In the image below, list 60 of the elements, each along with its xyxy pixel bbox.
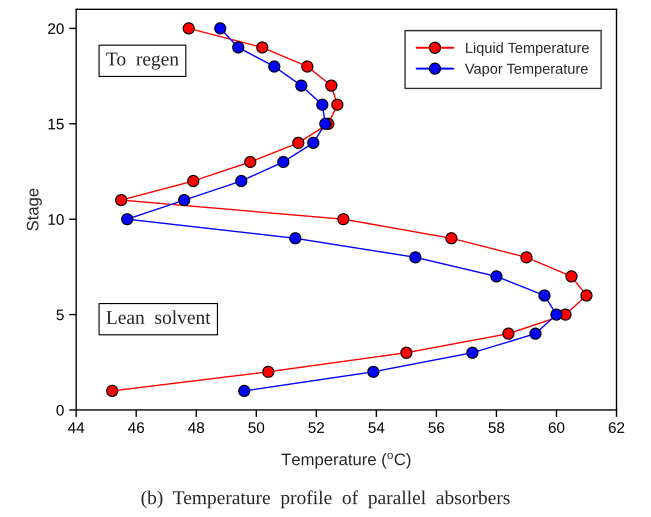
point xyxy=(538,289,551,302)
point xyxy=(244,156,256,168)
y-tick-label: 20 xyxy=(48,23,64,34)
point xyxy=(367,366,380,378)
point xyxy=(235,174,248,188)
point xyxy=(178,194,190,206)
x-axis-title: Temperature ($^{o}$C) xyxy=(282,452,410,469)
point xyxy=(295,80,308,92)
point xyxy=(331,98,344,111)
point xyxy=(289,232,302,244)
point xyxy=(337,213,350,226)
point xyxy=(256,41,268,54)
point xyxy=(445,232,458,244)
point xyxy=(187,174,200,188)
point xyxy=(520,251,533,264)
text: (b) Temperature profile of parallel absorbers xyxy=(141,490,510,508)
x-tick-label: 62 xyxy=(608,422,624,434)
x-tick-label: 56 xyxy=(428,422,444,434)
x-tick-label: 50 xyxy=(248,422,264,434)
point xyxy=(214,22,226,34)
x-tick-label: 60 xyxy=(548,422,564,434)
point xyxy=(490,270,503,283)
point xyxy=(580,289,593,302)
point xyxy=(502,328,515,340)
point xyxy=(277,156,290,168)
point xyxy=(232,41,244,54)
y-tick-label: 5 xyxy=(56,310,64,320)
x-tick-label: 54 xyxy=(368,422,384,434)
point xyxy=(529,328,542,340)
point xyxy=(292,136,304,149)
legend-label: Liquid Temperature xyxy=(466,42,589,56)
point xyxy=(307,136,320,149)
x-tick-label: 46 xyxy=(128,422,144,434)
point xyxy=(565,270,578,283)
point xyxy=(115,194,128,206)
annotation: To regen xyxy=(106,52,179,70)
point xyxy=(319,118,332,130)
point xyxy=(182,22,195,34)
point xyxy=(466,346,479,359)
point xyxy=(301,60,314,73)
point xyxy=(325,80,338,92)
annotation: Lean solvent xyxy=(106,310,211,324)
x-tick-label: 52 xyxy=(308,422,324,434)
point xyxy=(106,384,118,398)
point xyxy=(238,384,250,398)
y-tick-label: 15 xyxy=(48,118,64,130)
y-axis-title: Stage xyxy=(26,188,42,231)
point xyxy=(400,346,412,359)
point xyxy=(409,251,422,264)
x-tick-label: 58 xyxy=(488,422,504,434)
x-tick-label: 44 xyxy=(68,422,84,433)
point xyxy=(262,366,274,378)
point xyxy=(121,213,134,226)
y-tick-label: 0 xyxy=(56,404,64,416)
point xyxy=(316,98,328,111)
point xyxy=(550,308,563,321)
point xyxy=(268,60,280,73)
y-tick-label: 10 xyxy=(48,214,64,225)
x-tick-label: 48 xyxy=(188,422,204,434)
legend-label: Vapor Temperature xyxy=(464,64,588,77)
